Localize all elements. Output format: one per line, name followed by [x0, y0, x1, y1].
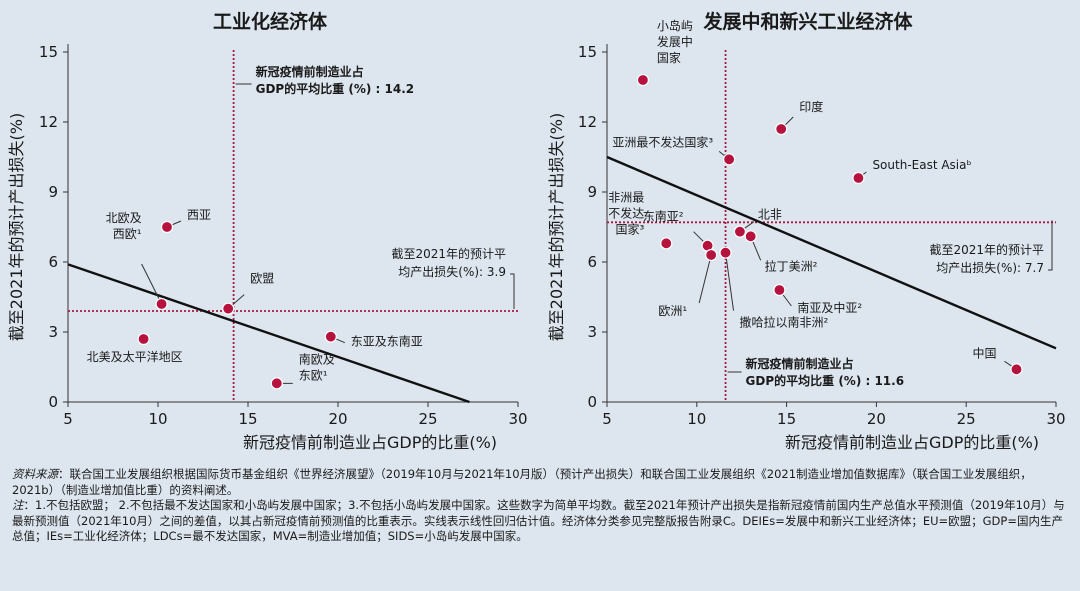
panel-1-point-label: 东欧¹	[299, 368, 328, 382]
panel-2-point-label: 东南亚²	[643, 209, 684, 224]
panel-1-point-label: 西欧¹	[113, 227, 142, 241]
panel-1-point-label: 北欧及	[106, 211, 142, 225]
note-label: 注	[12, 498, 24, 512]
panel-2-y-tick-label: 9	[587, 183, 597, 201]
panel-2-point-label: 发展中	[657, 34, 693, 49]
note-text: ：1.不包括欧盟； 2.不包括最不发达国家和小岛屿发展中国家；3.不包括小岛屿发…	[12, 498, 1065, 543]
panel-2-point-label: 非洲最	[608, 190, 644, 204]
panel-1-point-label: 东亚及东南亚	[351, 334, 423, 349]
panel-2-data-point	[705, 248, 718, 262]
panel-2-y-tick-label: 3	[587, 323, 597, 341]
panel-2-data-point	[1010, 363, 1023, 376]
panel-2-data-point	[852, 171, 865, 185]
panel-2-x-tick-label: 25	[957, 410, 976, 428]
panel-1-x-tick-label: 20	[328, 410, 347, 428]
panel-1-y-tick-label: 6	[48, 253, 58, 271]
panel-1-mean-loss-leader	[510, 273, 515, 309]
panel-1-y-tick-label: 15	[39, 43, 58, 61]
panel-2-x-tick-label: 5	[602, 410, 612, 428]
panel-2-point-label: 不发达	[608, 205, 644, 220]
panel-1-x-tick-label: 30	[508, 410, 527, 428]
panel-2-mean-share-label: 新冠疫情前制造业占	[746, 356, 854, 371]
panel-1-point-leader	[141, 263, 163, 305]
panel-2-y-tick-label: 6	[587, 253, 597, 271]
panel-1-data-point	[137, 332, 150, 346]
source-label: 资料来源	[12, 467, 58, 481]
panel-2-point-label: 印度	[799, 99, 823, 114]
panel-2-title: 发展中和新兴工业经济体	[702, 10, 913, 33]
panel-2-x-tick-label: 30	[1046, 410, 1065, 428]
panel-2-data-point	[636, 73, 650, 87]
panel-2-trend-line	[606, 155, 1057, 350]
panel-2-data-point	[719, 246, 732, 259]
panel-1-mean-loss-label: 截至2021年的预计平	[391, 246, 506, 261]
panel-2-point-label: 小岛屿	[657, 18, 693, 33]
explanatory-note: 注：1.不包括欧盟； 2.不包括最不发达国家和小岛屿发展中国家；3.不包括小岛屿…	[12, 498, 1074, 545]
panel-1-point-label: 欧盟	[250, 272, 274, 286]
panel-2-data-point	[660, 237, 673, 250]
panel-1-point-label: 南欧及	[299, 351, 335, 366]
panel-1-x-tick-label: 10	[148, 410, 167, 428]
panel-2-point-label: 国家³	[615, 221, 644, 236]
panel-2-point-label: 欧洲¹	[658, 304, 687, 318]
panel-1-data-point	[270, 377, 283, 390]
panel-1-title: 工业化经济体	[213, 10, 328, 33]
panel-1-y-tick-label: 3	[48, 323, 58, 341]
panel-2-point-label: South-East Asiaᵇ	[872, 158, 971, 172]
panel-2-x-tick-label: 20	[867, 410, 886, 428]
panel-2-mean-loss-label: 均产出损失(%): 7.7	[936, 260, 1044, 275]
panel-2-point-label: 南亚及中亚²	[797, 300, 862, 315]
panel-1-point-label: 北美及太平洋地区	[87, 349, 183, 364]
panel-2-y-tick-label: 0	[587, 393, 597, 411]
panel-2-data-point	[775, 122, 788, 136]
panel-1-x-tick-label: 5	[63, 410, 73, 428]
panel-1-y-tick-label: 9	[48, 183, 58, 201]
panel-1-mean-loss-label: 均产出损失(%): 3.9	[398, 264, 506, 279]
panel-1-x-axis-label: 新冠疫情前制造业占GDP的比重(%)	[243, 433, 497, 452]
panel-2-x-axis-label: 新冠疫情前制造业占GDP的比重(%)	[785, 433, 1039, 452]
panel-2-y-tick-label: 12	[578, 113, 597, 131]
panel-1-y-tick-label: 0	[48, 393, 58, 411]
source-text: ：联合国工业发展组织根据国际货币基金组织《世界经济展望》（2019年10月与20…	[12, 467, 1032, 497]
panel-1-mean-share-label: 新冠疫情前制造业占	[256, 64, 364, 79]
panel-2-mean-loss-label: 截至2021年的预计平	[929, 242, 1044, 257]
panel-1-y-axis-label: 截至2021年的预计产出损失(%)	[7, 113, 26, 341]
panel-2-point-leader	[725, 252, 735, 311]
panel-1-point-label: 西亚	[187, 208, 211, 222]
panel-1-x-tick-label: 25	[418, 410, 437, 428]
panel-2-data-point	[744, 230, 757, 243]
panel-2-y-axis-label: 截至2021年的预计产出损失(%)	[547, 113, 566, 341]
panel-2-mean-loss-leader	[1048, 220, 1053, 271]
panel-2-point-label: 中国	[972, 345, 996, 360]
panel-2-x-tick-label: 10	[687, 410, 706, 428]
panel-2-point-label: 北非	[758, 208, 782, 222]
panel-2-point-label: 拉丁美洲²	[765, 258, 818, 273]
panel-1-data-point	[324, 330, 337, 343]
panel-2-x-tick-label: 15	[777, 410, 796, 428]
panel-1-data-point	[155, 297, 168, 311]
panel-1-trend-line	[67, 263, 470, 404]
panel-2-data-point	[773, 283, 786, 297]
panel-2-point-leader	[698, 254, 712, 304]
panel-2-data-point	[723, 153, 736, 166]
panel-1-y-tick-label: 12	[39, 113, 58, 131]
panel-1-data-point	[160, 220, 174, 234]
panel-2-point-label: 亚洲最不发达国家³	[612, 134, 713, 149]
panel-1-x-tick-label: 15	[238, 410, 257, 428]
source-note: 资料来源：联合国工业发展组织根据国际货币基金组织《世界经济展望》（2019年10…	[12, 467, 1074, 498]
panel-2-data-point	[733, 225, 747, 238]
panel-1-data-point	[222, 302, 235, 315]
footnotes: 资料来源：联合国工业发展组织根据国际货币基金组织《世界经济展望》（2019年10…	[12, 467, 1074, 545]
panel-2-mean-share-label: GDP的平均比重 (%) : 11.6	[746, 373, 905, 388]
panel-2-point-label: 撒哈拉以南非洲²	[740, 315, 829, 330]
panel-1-mean-share-label: GDP的平均比重 (%) : 14.2	[256, 81, 415, 96]
panel-2-point-label: 国家	[657, 50, 681, 65]
panel-2-y-tick-label: 15	[578, 43, 597, 61]
